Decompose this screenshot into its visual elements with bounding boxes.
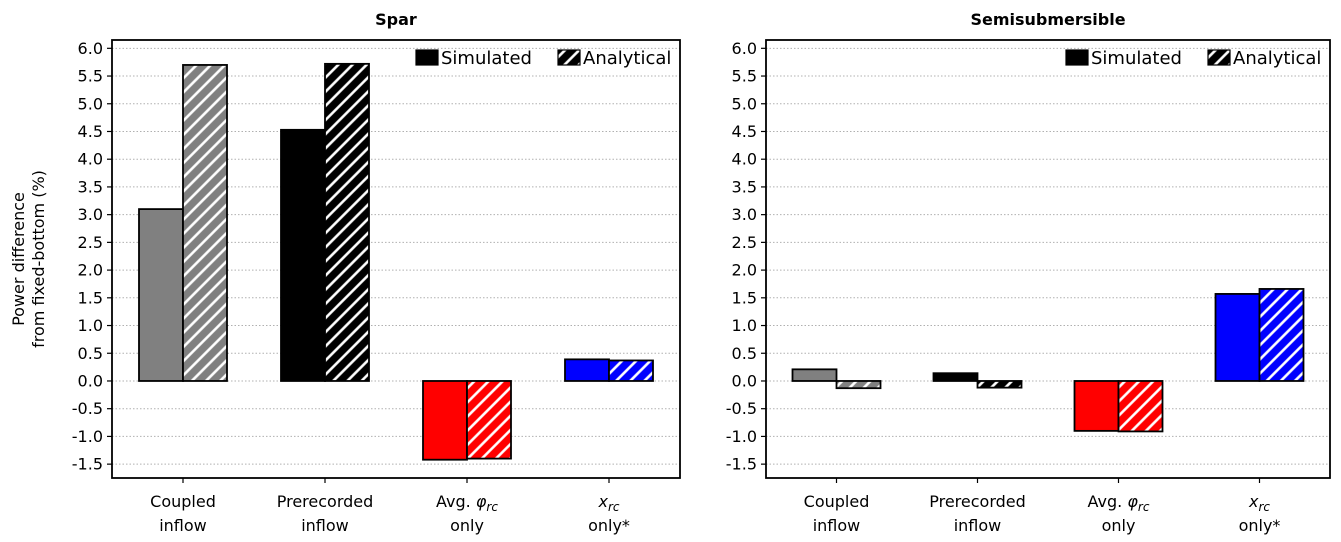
x-tick-label: Avg. φrc <box>1088 492 1150 514</box>
y-tick-label: 2.5 <box>732 233 757 252</box>
legend-label-analytical: Analytical <box>583 48 671 69</box>
bar-analytical-2 <box>324 62 370 382</box>
y-tick-label: 3.0 <box>732 205 757 224</box>
legend: Simulated Analytical <box>1065 48 1321 69</box>
legend: Simulated Analytical <box>415 48 671 69</box>
legend-label-analytical: Analytical <box>1233 48 1321 69</box>
y-tick-label: 3.0 <box>78 205 103 224</box>
y-tick-label: 3.5 <box>78 177 103 196</box>
x-tick-label: inflow <box>159 516 207 535</box>
y-tick-label: -0.5 <box>72 399 103 418</box>
x-tick-label: xrc <box>1248 492 1270 514</box>
legend-label-simulated: Simulated <box>1091 48 1182 69</box>
x-tick-label: only <box>450 516 484 535</box>
bar-analytical-3 <box>1117 380 1164 433</box>
legend-label-simulated: Simulated <box>441 48 532 69</box>
y-tick-label: 6.0 <box>78 39 103 58</box>
chart-panel-2: 6.0 5.5 5.0 4.5 4.0 3.5 3.0 2.5 2.0 1.5 1.0 0.5 0.0 -… <box>726 10 1331 535</box>
bar-analytical-1 <box>182 64 228 382</box>
y-tick-label: 6.0 <box>732 39 757 58</box>
bar-simulated-4 <box>1214 293 1261 382</box>
y-tick-label: 1.0 <box>78 316 103 335</box>
y-tick-label: 0.0 <box>732 371 757 390</box>
chart-panel-1: 6.0 5.5 5.0 4.5 4.0 3.5 3.0 2.5 2.0 1.5 1.0 0.5 0.0 -… <box>9 10 681 535</box>
x-tick-label: only* <box>1239 516 1281 535</box>
y-tick-label: 4.0 <box>732 150 757 169</box>
y-tick-label: 2.5 <box>78 233 103 252</box>
y-tick-label: 3.5 <box>732 177 757 196</box>
x-tick-label: only* <box>588 516 630 535</box>
y-tick-label: 5.5 <box>78 67 103 86</box>
bar-simulated-2 <box>280 128 326 382</box>
y-tick-label: 0.5 <box>732 344 757 363</box>
y-tick-label: 1.5 <box>732 288 757 307</box>
legend-swatch-simulated <box>1065 49 1089 66</box>
plot-frame <box>765 39 1331 479</box>
x-tick-label: inflow <box>813 516 861 535</box>
plot-frame <box>111 39 681 479</box>
bar-simulated-1 <box>138 208 184 382</box>
bar-simulated-2 <box>932 372 979 382</box>
bar-analytical-3 <box>466 380 512 460</box>
bar-simulated-3 <box>1073 380 1120 432</box>
bar-analytical-4 <box>1258 288 1305 382</box>
legend-swatch-analytical <box>557 49 581 66</box>
bar-simulated-4 <box>564 358 610 382</box>
x-tick-label: Prerecorded <box>277 492 374 511</box>
chart-title: Spar <box>375 10 417 29</box>
y-tick-label: 4.5 <box>732 122 757 141</box>
y-tick-label: 0.0 <box>78 371 103 390</box>
y-tick-label: 2.0 <box>78 261 103 280</box>
y-axis-label: Power differencefrom fixed-bottom (%) <box>9 170 48 348</box>
x-tick-label: Coupled <box>150 492 216 511</box>
x-tick-label: Avg. φrc <box>436 492 498 514</box>
x-tick-label: Coupled <box>804 492 870 511</box>
y-tick-label: 0.5 <box>78 344 103 363</box>
y-tick-label: -1.0 <box>72 427 103 446</box>
x-tick-label: Prerecorded <box>929 492 1026 511</box>
y-tick-label: 1.5 <box>78 288 103 307</box>
y-tick-label: 5.0 <box>78 94 103 113</box>
x-tick-label: inflow <box>301 516 349 535</box>
bar-simulated-1 <box>791 368 838 382</box>
bar-analytical-2 <box>976 380 1023 389</box>
y-tick-label: -1.0 <box>726 427 757 446</box>
y-tick-label: 4.0 <box>78 150 103 169</box>
y-tick-label: 5.0 <box>732 94 757 113</box>
y-tick-label: 5.5 <box>732 67 757 86</box>
x-tick-label: xrc <box>598 492 620 514</box>
x-tick-label: only <box>1102 516 1136 535</box>
y-tick-label: -1.5 <box>726 455 757 474</box>
bar-analytical-1 <box>835 380 882 390</box>
y-tick-label: -0.5 <box>726 399 757 418</box>
y-tick-label: -1.5 <box>72 455 103 474</box>
legend-swatch-analytical <box>1207 49 1231 66</box>
legend-swatch-simulated <box>415 49 439 66</box>
y-tick-label: 1.0 <box>732 316 757 335</box>
bar-analytical-4 <box>608 359 654 382</box>
bar-simulated-3 <box>422 380 468 461</box>
y-tick-label: 2.0 <box>732 261 757 280</box>
y-tick-label: 4.5 <box>78 122 103 141</box>
x-tick-label: inflow <box>954 516 1002 535</box>
chart-title: Semisubmersible <box>970 10 1125 29</box>
